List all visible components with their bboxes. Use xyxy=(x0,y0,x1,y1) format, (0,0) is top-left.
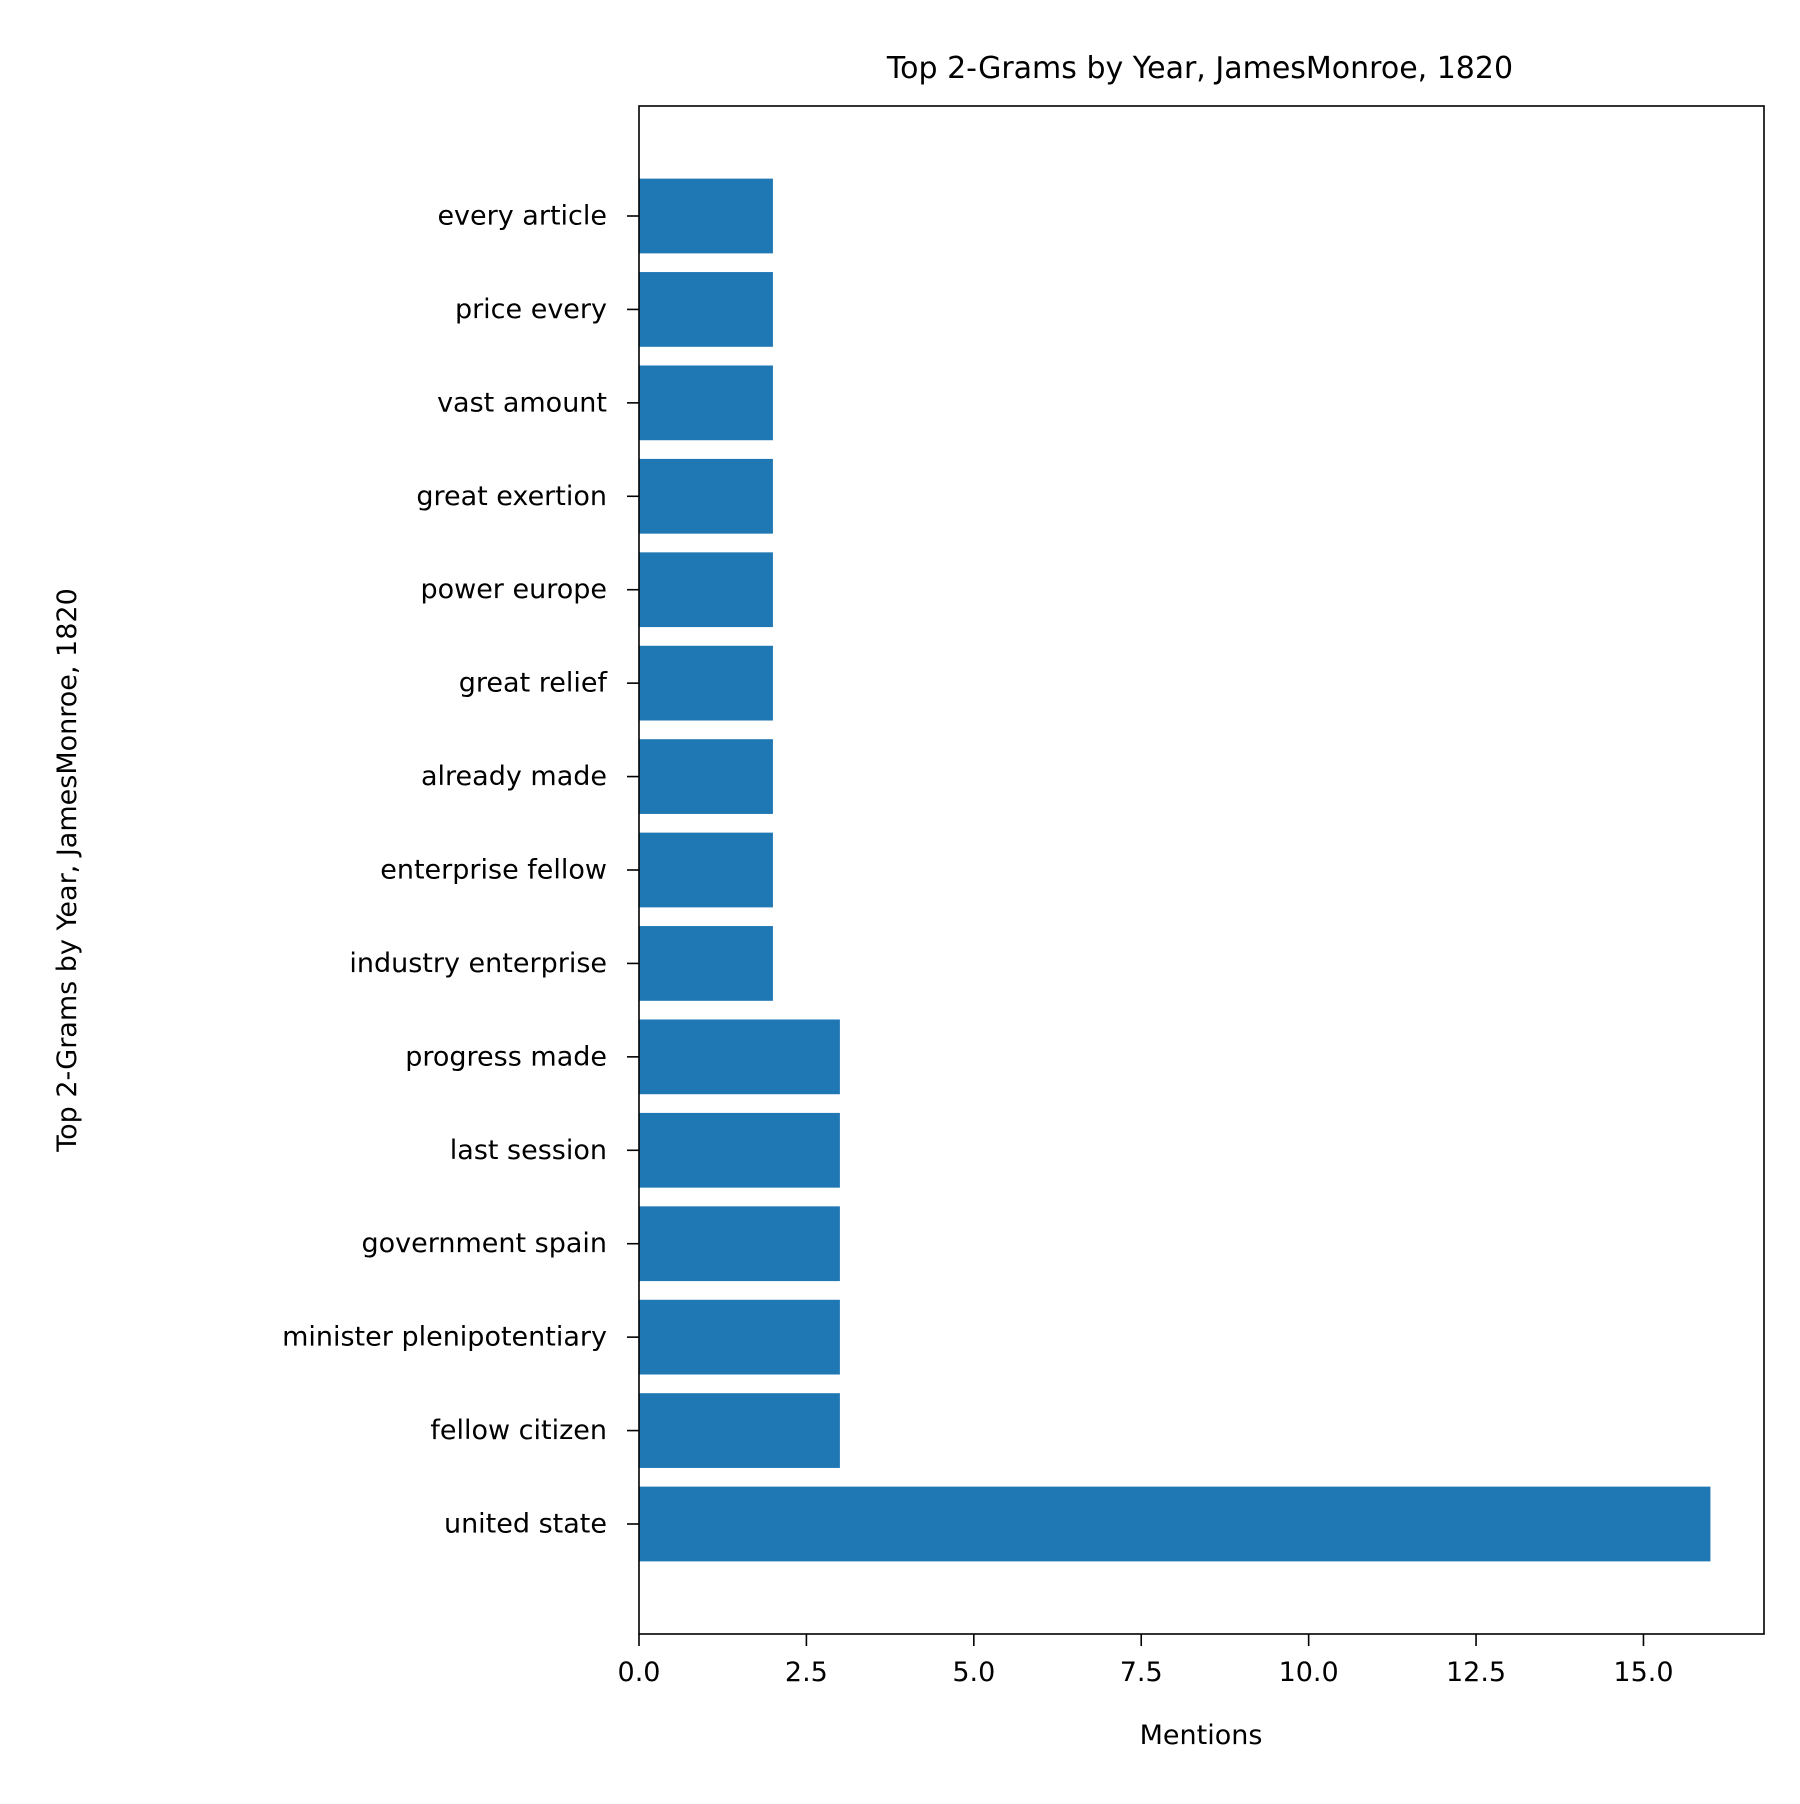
bar xyxy=(639,178,773,254)
bar xyxy=(639,1393,840,1468)
y-axis-label: Top 2-Grams by Year, JamesMonroe, 1820 xyxy=(52,588,83,1153)
bar xyxy=(639,552,773,628)
bar xyxy=(639,458,773,534)
bars-layer xyxy=(639,178,1711,1562)
bar xyxy=(639,1299,840,1375)
x-tick-label: 0.0 xyxy=(618,1657,661,1688)
y-tick-label: progress made xyxy=(405,1041,607,1072)
y-tick-label: industry enterprise xyxy=(349,948,607,979)
y-tick-label: last session xyxy=(450,1135,607,1166)
y-tick-label: enterprise fellow xyxy=(380,855,607,886)
x-tick-label: 5.0 xyxy=(952,1657,995,1688)
y-tick-label: price every xyxy=(455,294,607,325)
x-tick-label: 12.5 xyxy=(1446,1657,1506,1688)
bar xyxy=(639,1486,1711,1562)
x-tick-label: 2.5 xyxy=(785,1657,828,1688)
bar xyxy=(639,1019,840,1095)
y-tick-label: every article xyxy=(437,201,607,232)
y-axis-ticks: united state fellow citizen minister pleni… xyxy=(282,201,639,1540)
bar xyxy=(639,739,773,814)
y-tick-label: great relief xyxy=(459,668,609,699)
bar xyxy=(639,1112,840,1188)
x-tick-label: 7.5 xyxy=(1120,1657,1163,1688)
y-tick-label: vast amount xyxy=(437,387,607,418)
bar xyxy=(639,365,773,441)
x-axis-ticks: 0.0 2.5 5.0 7.5 10.0 12.5 15.0 xyxy=(618,1634,1674,1688)
bar xyxy=(639,832,773,908)
y-tick-label: great exertion xyxy=(416,481,607,512)
bar xyxy=(639,272,773,347)
y-tick-label: united state xyxy=(444,1509,607,1540)
bar xyxy=(639,645,773,721)
y-tick-label: already made xyxy=(421,761,607,792)
y-tick-label: power europe xyxy=(420,574,607,605)
y-tick-label: government spain xyxy=(361,1228,607,1259)
plot-area-frame xyxy=(638,105,1765,1635)
y-tick-label: fellow citizen xyxy=(430,1415,607,1446)
chart-title: Top 2-Grams by Year, JamesMonroe, 1820 xyxy=(886,51,1513,86)
x-tick-label: 10.0 xyxy=(1279,1657,1339,1688)
x-tick-label: 15.0 xyxy=(1613,1657,1673,1688)
y-tick-label: minister plenipotentiary xyxy=(282,1322,607,1353)
bar xyxy=(639,926,773,1001)
x-axis-label: Mentions xyxy=(1140,1720,1263,1751)
bar xyxy=(639,1206,840,1282)
